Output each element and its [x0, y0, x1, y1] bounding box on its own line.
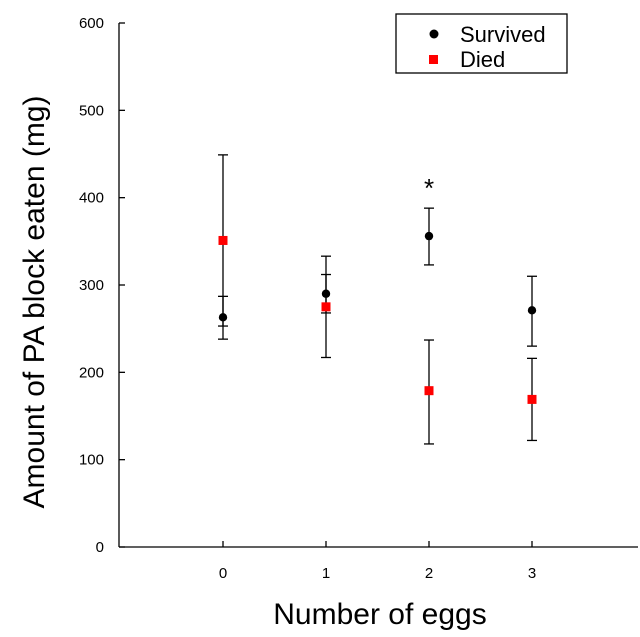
significance-marker: * — [424, 173, 434, 203]
y-tick-label: 400 — [79, 190, 104, 207]
data-point-survived — [218, 313, 228, 322]
y-tick-label: 500 — [79, 102, 104, 119]
y-tick-label: 200 — [79, 364, 104, 381]
legend-marker-survived — [429, 29, 439, 39]
y-tick-label: 0 — [96, 539, 104, 556]
legend: Survived Died — [395, 13, 568, 74]
data-point-died — [527, 394, 537, 404]
data-markers — [218, 231, 537, 404]
y-tick-label: 100 — [79, 452, 104, 469]
data-point-died — [424, 386, 434, 396]
y-ticks: 0 100 200 300 400 500 600 — [79, 15, 125, 556]
x-tick-label: 0 — [219, 565, 227, 582]
data-point-survived — [424, 231, 434, 241]
legend-marker-died — [429, 55, 438, 64]
annotations: * — [424, 173, 434, 203]
y-tick-label: 300 — [79, 277, 104, 294]
x-axis-title: Number of eggs — [273, 598, 486, 631]
y-tick-label: 600 — [79, 15, 104, 32]
axes — [118, 23, 638, 548]
y-axis-title: Amount of PA block eaten (mg) — [18, 96, 51, 509]
legend-box — [395, 13, 568, 74]
x-ticks: 0 1 2 3 — [219, 541, 536, 582]
legend-label-survived: Survived — [460, 22, 546, 47]
x-tick-label: 3 — [528, 565, 536, 582]
data-point-died — [321, 302, 331, 312]
data-point-survived — [321, 289, 331, 298]
data-point-survived — [527, 306, 537, 315]
x-tick-label: 2 — [425, 565, 433, 582]
error-bars — [218, 154, 537, 445]
legend-label-died: Died — [460, 47, 505, 72]
x-tick-label: 1 — [322, 565, 330, 582]
data-point-died — [218, 235, 228, 245]
